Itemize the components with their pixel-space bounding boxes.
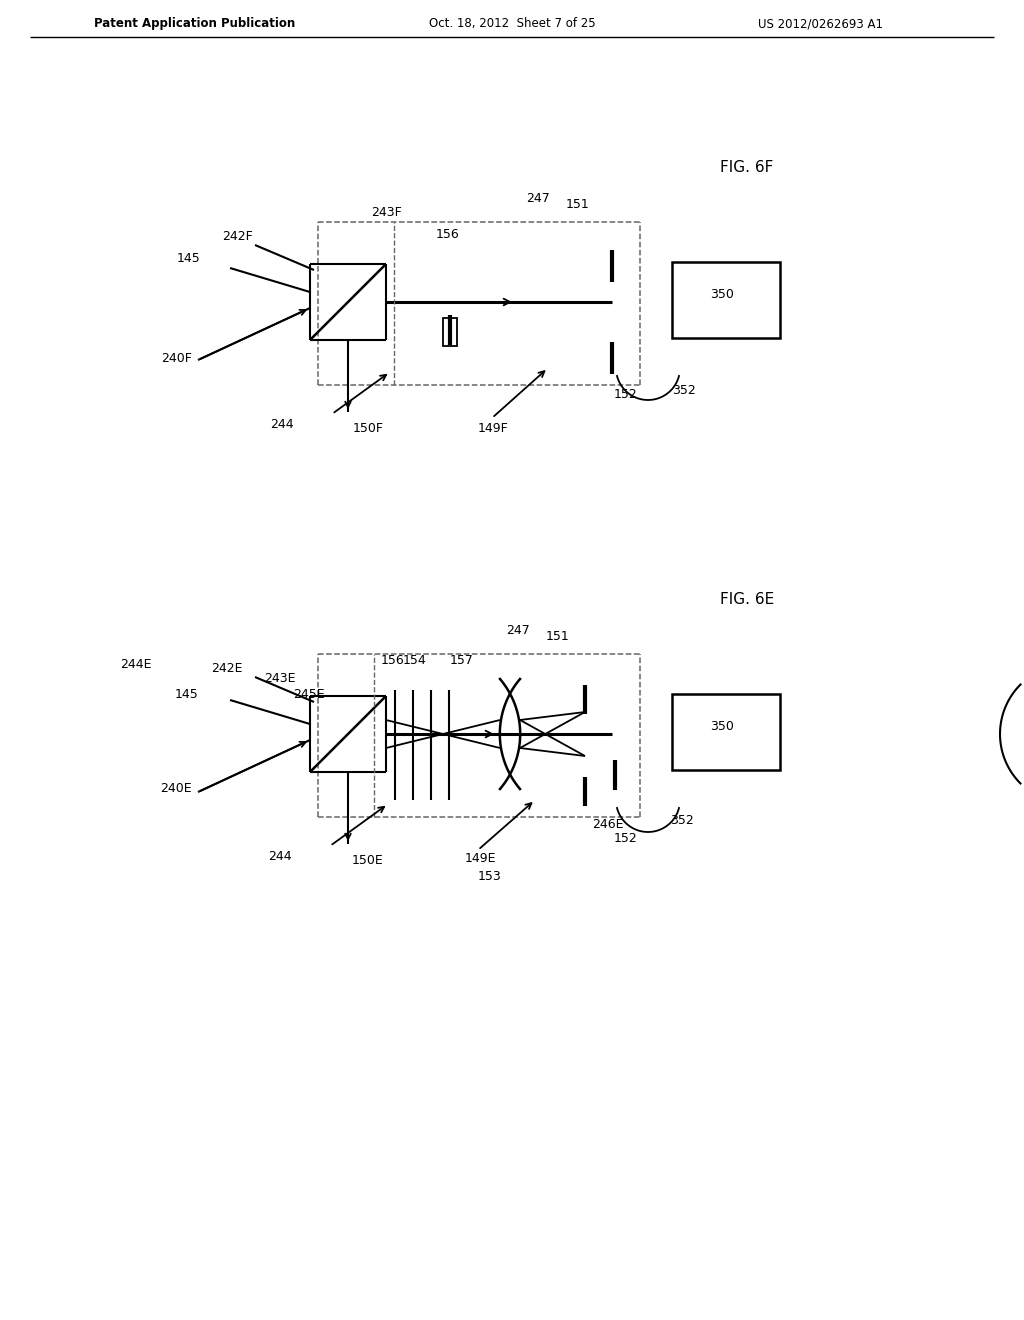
Text: 352: 352 (672, 384, 695, 396)
Bar (443, 318, 457, 346)
Text: 350: 350 (710, 289, 734, 301)
Text: 152: 152 (614, 832, 638, 845)
Text: FIG. 6F: FIG. 6F (720, 161, 773, 176)
Text: 152: 152 (614, 388, 638, 400)
Bar (672, 694, 780, 770)
Text: 151: 151 (546, 630, 570, 643)
Bar (672, 261, 780, 338)
Text: 149F: 149F (477, 421, 508, 434)
Text: 350: 350 (710, 721, 734, 734)
Text: 240F: 240F (161, 351, 193, 364)
Text: FIG. 6E: FIG. 6E (720, 593, 774, 607)
Text: 244: 244 (268, 850, 292, 863)
Text: 150E: 150E (352, 854, 384, 866)
Text: Oct. 18, 2012  Sheet 7 of 25: Oct. 18, 2012 Sheet 7 of 25 (429, 17, 595, 30)
Text: 151: 151 (566, 198, 590, 211)
Text: 242E: 242E (212, 663, 243, 676)
Text: 157: 157 (451, 653, 474, 667)
Text: 247: 247 (526, 191, 550, 205)
Text: 244E: 244E (121, 657, 152, 671)
Text: 243F: 243F (371, 206, 401, 219)
Text: 156: 156 (436, 228, 460, 242)
Text: 242F: 242F (222, 231, 253, 243)
Text: 154: 154 (403, 653, 427, 667)
Text: 352: 352 (670, 813, 693, 826)
Text: 246E: 246E (592, 817, 624, 830)
Text: 244: 244 (270, 418, 294, 432)
Text: 145: 145 (176, 252, 200, 264)
Text: US 2012/0262693 A1: US 2012/0262693 A1 (758, 17, 883, 30)
Text: Patent Application Publication: Patent Application Publication (94, 17, 296, 30)
Text: 150F: 150F (353, 421, 384, 434)
Text: 245E: 245E (293, 688, 325, 701)
Text: 243E: 243E (264, 672, 296, 685)
Text: 247: 247 (506, 623, 529, 636)
Text: 145: 145 (174, 688, 198, 701)
Text: 156: 156 (381, 653, 404, 667)
Text: 149E: 149E (464, 853, 496, 866)
Text: 240E: 240E (161, 783, 193, 796)
Text: 153: 153 (478, 870, 502, 883)
